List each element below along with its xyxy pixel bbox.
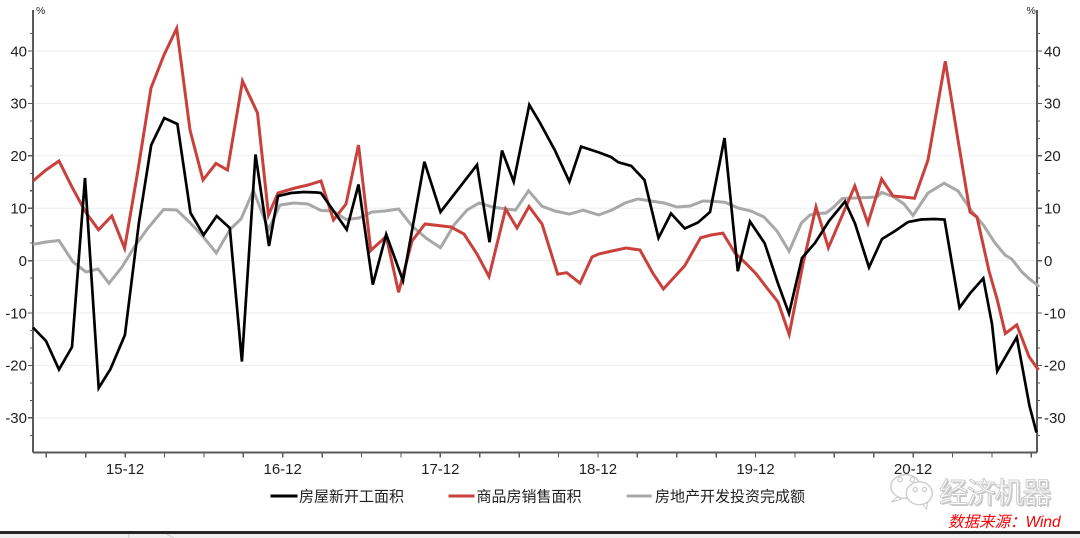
svg-text:%: %	[1027, 5, 1036, 17]
svg-text:10: 10	[1044, 201, 1061, 218]
svg-text:20: 20	[10, 148, 27, 165]
svg-text:0: 0	[19, 253, 27, 270]
svg-text:19-12: 19-12	[736, 461, 774, 478]
svg-text:16-12: 16-12	[264, 461, 302, 478]
svg-text:房屋新开工面积: 房屋新开工面积	[299, 489, 404, 506]
svg-text:0: 0	[1044, 253, 1052, 270]
svg-text:-20: -20	[1044, 358, 1066, 375]
svg-text:15-12: 15-12	[106, 461, 144, 478]
svg-text:10: 10	[10, 201, 27, 218]
svg-text:20: 20	[1044, 148, 1061, 165]
svg-text:40: 40	[10, 43, 27, 60]
svg-text:房地产开发投资完成额: 房地产开发投资完成额	[655, 489, 805, 506]
svg-text:%: %	[36, 5, 45, 17]
svg-text:30: 30	[10, 96, 27, 113]
svg-text:-10: -10	[1044, 305, 1066, 322]
svg-text:-30: -30	[1044, 410, 1066, 427]
svg-text:30: 30	[1044, 96, 1061, 113]
svg-text:17-12: 17-12	[421, 461, 459, 478]
svg-text:-30: -30	[5, 410, 27, 427]
svg-text:20-12: 20-12	[894, 461, 932, 478]
svg-text:商品房销售面积: 商品房销售面积	[477, 489, 582, 506]
svg-text:40: 40	[1044, 43, 1061, 60]
svg-text:18-12: 18-12	[579, 461, 617, 478]
svg-text:-20: -20	[5, 358, 27, 375]
svg-text:-10: -10	[5, 305, 27, 322]
